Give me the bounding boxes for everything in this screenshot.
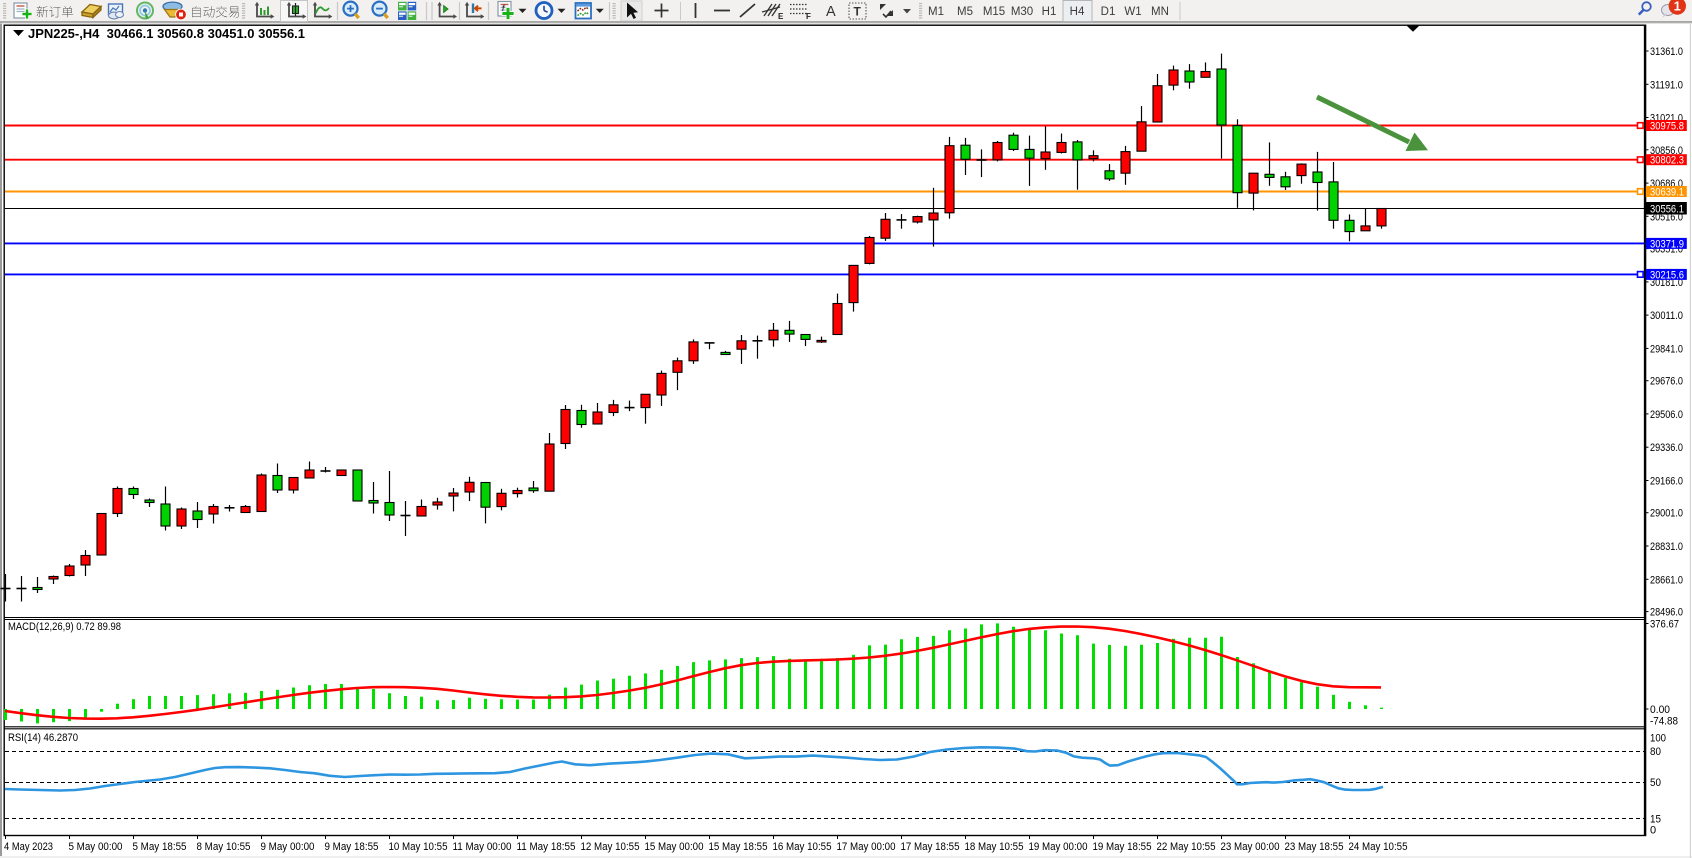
- svg-text:5 May 18:55: 5 May 18:55: [133, 841, 187, 853]
- svg-text:f: f: [502, 4, 506, 16]
- svg-text:30556.1: 30556.1: [1650, 204, 1684, 216]
- svg-text:M1: M1: [928, 6, 944, 18]
- svg-text:E: E: [778, 12, 784, 21]
- svg-text:50: 50: [1650, 777, 1661, 789]
- svg-text:15: 15: [1650, 814, 1661, 826]
- svg-text:4 May 2023: 4 May 2023: [4, 841, 53, 853]
- svg-text:0.00: 0.00: [1650, 704, 1670, 716]
- svg-text:19 May 18:55: 19 May 18:55: [1093, 841, 1152, 853]
- svg-text:22 May 10:55: 22 May 10:55: [1157, 841, 1216, 853]
- svg-text:D1: D1: [1101, 6, 1116, 18]
- svg-text:24 May 10:55: 24 May 10:55: [1349, 841, 1408, 853]
- svg-text:29166.0: 29166.0: [1650, 476, 1683, 488]
- svg-text:-74.88: -74.88: [1650, 716, 1678, 728]
- svg-text:W1: W1: [1124, 6, 1141, 18]
- svg-text:10 May 10:55: 10 May 10:55: [389, 841, 448, 853]
- svg-text:M30: M30: [1011, 6, 1033, 18]
- svg-text:1: 1: [1674, 0, 1681, 14]
- svg-text:23 May 00:00: 23 May 00:00: [1221, 841, 1280, 853]
- svg-text:23 May 18:55: 23 May 18:55: [1285, 841, 1344, 853]
- svg-text:15 May 00:00: 15 May 00:00: [645, 841, 704, 853]
- svg-text:8 May 10:55: 8 May 10:55: [197, 841, 251, 853]
- svg-text:9 May 18:55: 9 May 18:55: [325, 841, 379, 853]
- svg-text:30011.0: 30011.0: [1650, 310, 1683, 322]
- svg-text:F: F: [806, 12, 811, 21]
- svg-text:100: 100: [1650, 733, 1666, 745]
- svg-text:RSI(14) 46.2870: RSI(14) 46.2870: [8, 732, 78, 744]
- svg-text:29001.0: 29001.0: [1650, 508, 1683, 520]
- svg-text:16 May 10:55: 16 May 10:55: [773, 841, 832, 853]
- svg-text:11 May 00:00: 11 May 00:00: [453, 841, 512, 853]
- svg-text:28661.0: 28661.0: [1650, 574, 1683, 586]
- svg-text:31191.0: 31191.0: [1650, 79, 1683, 91]
- svg-text:M5: M5: [957, 6, 973, 18]
- svg-text:19 May 00:00: 19 May 00:00: [1029, 841, 1088, 853]
- svg-text:17 May 18:55: 17 May 18:55: [901, 841, 960, 853]
- svg-text:11 May 18:55: 11 May 18:55: [517, 841, 576, 853]
- svg-text:376.67: 376.67: [1650, 619, 1679, 631]
- svg-text:30975.8: 30975.8: [1650, 121, 1684, 133]
- svg-text:18 May 10:55: 18 May 10:55: [965, 841, 1024, 853]
- svg-text:80: 80: [1650, 746, 1661, 758]
- svg-text:17 May 00:00: 17 May 00:00: [837, 841, 896, 853]
- svg-text:28831.0: 28831.0: [1650, 541, 1683, 553]
- svg-text:5 May 00:00: 5 May 00:00: [69, 841, 123, 853]
- svg-text:0: 0: [1650, 825, 1656, 837]
- svg-text:15 May 18:55: 15 May 18:55: [709, 841, 768, 853]
- svg-text:JPN225-,H4 30466.1 30560.8 30: JPN225-,H4 30466.1 30560.8 30451.0 30556…: [28, 27, 305, 41]
- svg-text:30802.3: 30802.3: [1650, 155, 1684, 167]
- svg-text:M15: M15: [983, 6, 1005, 18]
- svg-text:30856.0: 30856.0: [1650, 145, 1683, 157]
- svg-text:29336.0: 29336.0: [1650, 442, 1683, 454]
- svg-text:29841.0: 29841.0: [1650, 343, 1683, 355]
- svg-text:A: A: [826, 4, 836, 20]
- svg-text:MN: MN: [1151, 6, 1169, 18]
- svg-text:31361.0: 31361.0: [1650, 46, 1683, 58]
- svg-text:MACD(12,26,9) 0.72 89.98: MACD(12,26,9) 0.72 89.98: [8, 621, 121, 633]
- svg-text:30371.9: 30371.9: [1650, 238, 1684, 250]
- svg-text:29676.0: 29676.0: [1650, 376, 1683, 388]
- svg-text:30639.1: 30639.1: [1650, 187, 1684, 199]
- svg-text:29506.0: 29506.0: [1650, 409, 1683, 421]
- svg-text:T: T: [854, 5, 862, 19]
- svg-text:9 May 00:00: 9 May 00:00: [261, 841, 315, 853]
- svg-text:H1: H1: [1042, 6, 1057, 18]
- svg-text:H4: H4: [1070, 6, 1085, 18]
- svg-text:28496.0: 28496.0: [1650, 607, 1683, 619]
- svg-text:30215.6: 30215.6: [1650, 269, 1684, 281]
- svg-text:12 May 10:55: 12 May 10:55: [581, 841, 640, 853]
